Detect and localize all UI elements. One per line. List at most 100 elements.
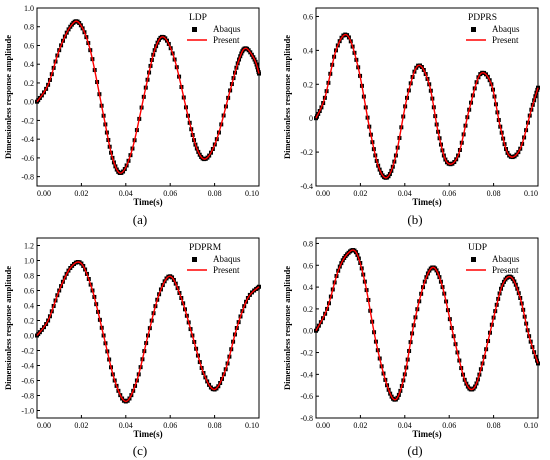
x-tick-label: 0.04	[398, 421, 412, 430]
x-tick-label: 0.00	[316, 421, 330, 430]
legend-abaqus-symbol	[471, 257, 476, 262]
panel-caption: (a)	[133, 212, 147, 227]
legend-title: PDPRS	[468, 13, 497, 23]
y-tick-label: -0.2	[300, 148, 313, 157]
abaqus-markers	[314, 32, 540, 180]
legend-present-label: Present	[213, 35, 240, 45]
y-tick-label: 0	[309, 114, 313, 123]
x-tick-label: 0.00	[316, 189, 330, 198]
y-tick-label: -0.2	[300, 349, 313, 358]
panel-b: 0.00 0.02 0.04 0.06 0.08 0.10 0.6 0.4 0.2 0 -0.2 -0…	[282, 7, 540, 227]
legend-abaqus-symbol	[192, 27, 197, 32]
y-tick-label: 0.6	[24, 287, 34, 296]
y-tick-label: 0.4	[303, 46, 313, 55]
y-tick-label: 0.8	[24, 272, 34, 281]
y-tick-label: -0.8	[300, 414, 313, 423]
legend-abaqus-label: Abaqus	[213, 24, 241, 34]
x-tick-label: 0.02	[353, 421, 367, 430]
plot-frame	[36, 237, 260, 419]
y-tick-label: -0.4	[21, 135, 34, 144]
y-tick-label: -0.6	[21, 154, 34, 163]
y-tick-label: 0.0	[24, 98, 34, 107]
x-tick-label: 0.08	[208, 189, 222, 198]
y-tick-label: 1.0	[24, 4, 34, 13]
y-tick-label: 0.2	[24, 317, 34, 326]
x-axis-title: Time(s)	[412, 429, 441, 439]
x-axis-title: Time(s)	[412, 197, 441, 207]
x-tick-label: 0.00	[37, 189, 51, 198]
x-tick-label: 0.02	[74, 189, 88, 198]
present-line	[315, 249, 539, 401]
y-tick-label: -0.6	[21, 377, 34, 386]
legend-present-label: Present	[492, 35, 519, 45]
panel-caption: (c)	[133, 443, 147, 458]
x-tick-label: 0.04	[398, 189, 412, 198]
x-tick-label: 0.08	[487, 421, 501, 430]
y-tick-label: 0.4	[24, 60, 34, 69]
x-tick-label: 0.04	[119, 189, 133, 198]
y-tick-label: -0.6	[300, 392, 313, 401]
legend-present-label: Present	[213, 265, 240, 275]
y-tick-label: 1.0	[24, 257, 34, 266]
y-tick-label: 0.2	[24, 79, 34, 88]
x-tick-label: 0.06	[442, 421, 456, 430]
y-tick-label: -1.0	[21, 407, 34, 416]
legend-abaqus-symbol	[192, 257, 197, 262]
x-tick-label: 0.02	[74, 421, 88, 430]
x-tick-label: 0.06	[163, 189, 177, 198]
abaqus-markers	[35, 260, 261, 404]
x-tick-label: 0.08	[208, 421, 222, 430]
x-tick-label: 0.10	[245, 421, 259, 430]
x-tick-label: 0.04	[119, 421, 133, 430]
y-tick-label: 0.6	[24, 41, 34, 50]
y-axis-title: Dimensionless response amplitude	[282, 266, 292, 390]
x-tick-label: 0.00	[37, 421, 51, 430]
x-tick-label: 0.02	[353, 189, 367, 198]
legend-abaqus-label: Abaqus	[492, 254, 520, 264]
y-tick-label: -0.4	[300, 370, 313, 379]
y-tick-label: -0.4	[300, 182, 313, 191]
legend-abaqus-label: Abaqus	[213, 254, 241, 264]
y-tick-label: 0.6	[303, 261, 313, 270]
x-tick-label: 0.10	[524, 189, 538, 198]
y-tick-label: 0.8	[303, 239, 313, 248]
x-axis-title: Time(s)	[133, 197, 162, 207]
legend-abaqus-label: Abaqus	[492, 24, 520, 34]
y-tick-label: 0.0	[24, 332, 34, 341]
plot-frame	[36, 7, 260, 187]
y-tick-label: -0.8	[21, 173, 34, 182]
legend-title: LDP	[189, 13, 207, 23]
legend-title: UDP	[468, 243, 487, 253]
y-tick-label: 1.2	[24, 242, 34, 251]
y-tick-label: 0.6	[303, 12, 313, 21]
plot-frame	[315, 7, 539, 187]
panel-caption: (b)	[407, 212, 422, 227]
y-tick-label: -0.2	[21, 347, 34, 356]
legend-abaqus-symbol	[471, 27, 476, 32]
present-line	[315, 33, 539, 179]
legend-present-label: Present	[492, 265, 519, 275]
y-tick-label: 0.8	[24, 23, 34, 32]
y-tick-label: 0.2	[303, 305, 313, 314]
x-tick-label: 0.10	[524, 421, 538, 430]
panel-c: 0.00 0.02 0.04 0.06 0.08 0.10 1.2 1.0 0.8 0.6 0.4 0…	[3, 237, 261, 458]
x-tick-label: 0.08	[487, 189, 501, 198]
present-line	[36, 20, 260, 174]
x-tick-label: 0.06	[442, 189, 456, 198]
y-tick-label: 0.2	[303, 80, 313, 89]
y-axis-title: Dimensionless response amplitude	[3, 35, 13, 159]
y-tick-label: -0.4	[21, 362, 34, 371]
legend-title: PDPRM	[189, 243, 222, 253]
y-axis-title: Dimensionless response amplitude	[282, 35, 292, 159]
x-tick-label: 0.06	[163, 421, 177, 430]
y-axis-title: Dimensionless response amplitude	[3, 266, 13, 390]
present-line	[36, 261, 260, 403]
panel-a: 0.00 0.02 0.04 0.06 0.08 0.10 1.0 0.8 0.6 0.4 0.2 0…	[3, 4, 261, 227]
y-tick-label: 0.0	[303, 327, 313, 336]
panel-caption: (d)	[407, 443, 422, 458]
panel-d: 0.00 0.02 0.04 0.06 0.08 0.10 0.8 0.6 0.4 0.2 0.0 -…	[282, 237, 540, 458]
x-axis-title: Time(s)	[133, 429, 162, 439]
y-tick-label: -0.2	[21, 116, 34, 125]
y-tick-label: -0.8	[21, 392, 34, 401]
